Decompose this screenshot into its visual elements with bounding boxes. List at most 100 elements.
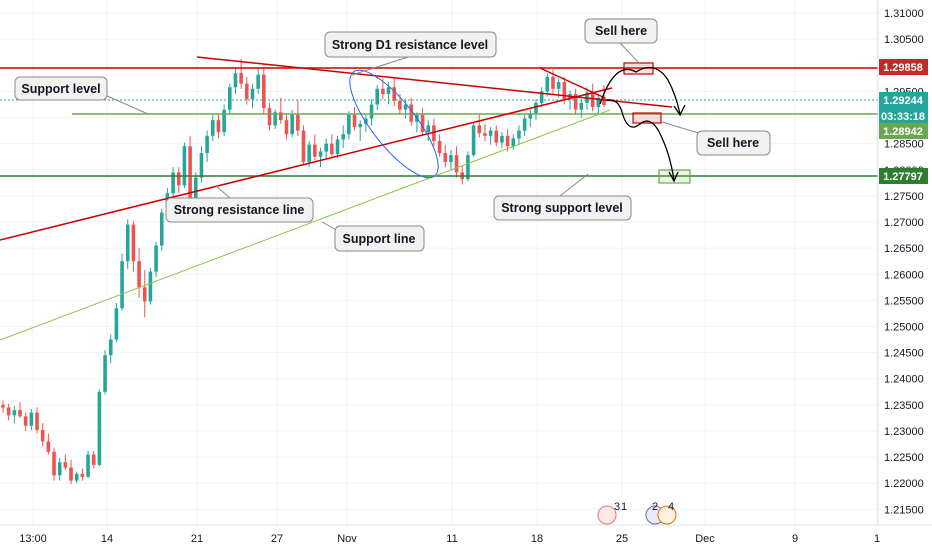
candle xyxy=(239,59,243,89)
candle xyxy=(40,423,45,447)
projection-path-down xyxy=(605,99,675,181)
callout-strong-d1-resistance: Strong D1 resistance level xyxy=(324,31,497,58)
price-tag-label: 1.29858 xyxy=(883,62,923,74)
candle xyxy=(176,167,181,194)
y-tick-label: 1.23000 xyxy=(884,426,924,438)
callout-label: Sell here xyxy=(595,24,647,38)
candle xyxy=(137,248,141,298)
candle-body xyxy=(488,130,493,136)
sell-zone-lower xyxy=(632,112,662,124)
y-tick-label: 1.27500 xyxy=(884,191,924,203)
event-flag-icon[interactable] xyxy=(597,505,617,525)
candle xyxy=(517,125,521,144)
callout-sell-here-upper: Sell here xyxy=(584,18,658,44)
sell-zone-upper xyxy=(623,62,654,75)
candle xyxy=(500,132,504,148)
x-tick-label: 1 xyxy=(874,533,880,545)
candle-body xyxy=(432,125,436,142)
candle-body xyxy=(80,473,85,477)
candle xyxy=(262,67,266,115)
price-tag-box xyxy=(879,92,928,108)
candle-body xyxy=(296,114,300,131)
y-tick-label: 1.25500 xyxy=(884,295,924,307)
candle-body xyxy=(449,155,453,162)
candle xyxy=(182,142,187,189)
short-resistance-line xyxy=(539,67,606,99)
candle xyxy=(341,125,345,148)
candle-body xyxy=(539,91,544,103)
candle-body xyxy=(375,88,380,105)
candle-body xyxy=(369,104,374,119)
candle xyxy=(369,99,374,126)
candle xyxy=(483,123,487,142)
candle-body xyxy=(403,104,408,110)
x-tick-label: Dec xyxy=(695,533,715,545)
candle xyxy=(335,135,340,159)
candle xyxy=(273,109,277,130)
price-tag: 03:33:18 xyxy=(879,108,928,124)
candle xyxy=(29,409,34,430)
x-tick-label: 21 xyxy=(191,533,203,545)
candle-body xyxy=(57,462,62,476)
candle-body xyxy=(256,74,260,89)
candle xyxy=(69,459,73,485)
candle-body xyxy=(545,76,550,92)
candle xyxy=(46,433,51,455)
candle-body xyxy=(267,108,272,126)
candle xyxy=(154,241,158,277)
event-flag-icon[interactable] xyxy=(657,505,677,525)
candle xyxy=(35,407,39,434)
candle xyxy=(86,450,90,478)
y-tick-label: 1.26500 xyxy=(884,243,924,255)
candle-body xyxy=(324,143,328,152)
candle-body xyxy=(426,125,431,133)
candle-body xyxy=(562,82,567,100)
highlight-ellipse xyxy=(349,69,439,179)
candle-body xyxy=(477,125,482,134)
event-badges[interactable]: 3 1 2 4 xyxy=(597,501,677,525)
candle-body xyxy=(23,416,28,426)
x-tick-label: Nov xyxy=(337,533,357,545)
candle-body xyxy=(386,87,391,95)
candle xyxy=(114,302,119,343)
candle-body xyxy=(40,429,45,442)
candle-body xyxy=(381,88,385,95)
candle xyxy=(488,126,493,145)
callout-sell-here-lower: Sell here xyxy=(696,130,771,156)
y-tick-label: 1.28500 xyxy=(884,139,924,151)
candle xyxy=(245,76,249,105)
candle-body xyxy=(239,73,243,84)
candle-body xyxy=(511,138,516,147)
candle-body xyxy=(63,462,68,468)
candle xyxy=(324,138,328,160)
y-tick-label: 1.23500 xyxy=(884,400,924,412)
y-tick-label: 1.30500 xyxy=(884,34,924,46)
candle-body xyxy=(176,172,181,186)
price-axis[interactable] xyxy=(878,0,932,550)
price-tag-label: 1.27797 xyxy=(883,171,923,183)
x-tick-label: 11 xyxy=(446,533,457,545)
event-count: 2 xyxy=(652,501,658,513)
candle xyxy=(120,253,124,311)
x-tick-label: 18 xyxy=(531,533,543,545)
candle xyxy=(466,151,470,182)
candle xyxy=(57,458,62,481)
callout-support-line: Support line xyxy=(334,225,425,252)
candle xyxy=(18,402,22,418)
candle-body xyxy=(517,130,521,139)
candle-body xyxy=(35,412,39,430)
candle-body xyxy=(528,113,533,119)
projection-path xyxy=(599,66,681,115)
candle xyxy=(91,450,96,469)
candle xyxy=(12,405,17,424)
candle-body xyxy=(483,133,487,136)
candle-body xyxy=(352,114,357,127)
candle-body xyxy=(193,177,198,209)
candles xyxy=(1,59,606,485)
candle-body xyxy=(505,135,510,147)
arrow-head-upper xyxy=(673,104,686,117)
candle xyxy=(97,389,102,467)
candle-body xyxy=(420,114,425,133)
candle-body xyxy=(137,261,141,288)
